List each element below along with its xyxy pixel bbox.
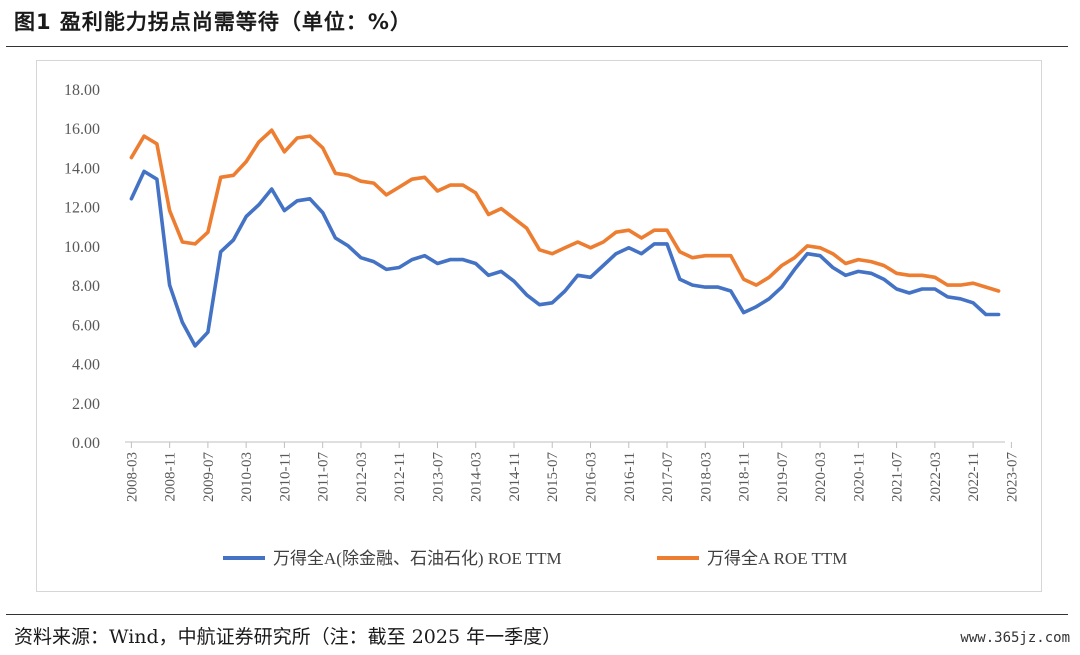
y-tick-label: 2.00 [72, 396, 100, 413]
x-tick-label: 2010-11 [277, 452, 293, 501]
y-tick-label: 14.00 [64, 160, 100, 177]
x-tick-label: 2022-11 [966, 452, 982, 501]
legend-label-all-a: 万得全A ROE TTM [707, 549, 847, 568]
y-tick-label: 10.00 [64, 239, 100, 256]
y-tick-label: 18.00 [64, 82, 100, 99]
x-tick-label: 2016-03 [584, 452, 600, 502]
legend-label-excl-fin: 万得全A(除金融、石油石化) ROE TTM [273, 549, 562, 568]
y-tick-label: 0.00 [72, 435, 100, 452]
series-line-all-a [129, 128, 1001, 293]
x-tick-label: 2012-11 [392, 452, 408, 501]
x-tick-label: 2019-07 [775, 452, 791, 502]
x-tick-label: 2011-07 [316, 452, 332, 502]
x-tick-label: 2016-11 [622, 452, 638, 501]
y-axis: 0.00 2.00 4.00 6.00 8.00 10.00 12.00 14.00 16.00… [64, 82, 100, 452]
line-chart: 0.00 2.00 4.00 6.00 8.00 10.00 12.00 14.00 16.00… [64, 82, 1059, 568]
y-tick-label: 16.00 [64, 121, 100, 138]
x-tick-label: 2008-03 [124, 452, 140, 502]
y-tick-label: 6.00 [72, 317, 100, 334]
x-tick-label: 2012-03 [354, 452, 370, 502]
x-tick-label: 2015-07 [545, 452, 561, 502]
x-tick-label: 2010-03 [239, 452, 255, 502]
source-note: 资料来源：Wind，中航证券研究所（注：截至 2025 年一季度） [14, 626, 562, 648]
x-tick-label: 2014-11 [507, 452, 523, 501]
x-tick-label: 2009-07 [201, 452, 217, 502]
x-tick-label: 2018-11 [737, 452, 753, 501]
x-tick-label: 2013-07 [430, 452, 446, 502]
top-rule [6, 46, 1068, 47]
x-tick-label: 2017-07 [660, 452, 676, 502]
x-tick-label: 2008-11 [163, 452, 179, 501]
x-tick-label: 2018-03 [698, 452, 714, 502]
x-tick-label: 2014-03 [469, 452, 485, 502]
x-tick-label: 2020-11 [851, 452, 867, 501]
y-tick-label: 4.00 [72, 357, 100, 374]
figure-title: 图1 盈利能力拐点尚需等待（单位：%） [14, 10, 412, 34]
series-line-excl-fin [129, 169, 1001, 348]
x-tick-label: 2021-07 [890, 452, 906, 502]
y-tick-label: 12.00 [64, 200, 100, 217]
chart-frame: 0.00 2.00 4.00 6.00 8.00 10.00 12.00 14.00 16.00… [36, 60, 1059, 592]
x-tick-label: 2022-03 [928, 452, 944, 502]
watermark: www.365jz.com [960, 630, 1070, 646]
y-tick-label: 8.00 [72, 278, 100, 295]
x-tick-label: 2020-03 [813, 452, 829, 502]
x-axis: 2008-03 2008-11 2009-07 2010-03 2010-11 2011-… [124, 441, 1059, 502]
series-layer [129, 128, 1001, 348]
bottom-rule [6, 614, 1068, 615]
x-tick-label: 2023-07 [1004, 452, 1020, 502]
legend: 万得全A(除金融、石油石化) ROE TTM 万得全A ROE TTM [223, 549, 847, 568]
